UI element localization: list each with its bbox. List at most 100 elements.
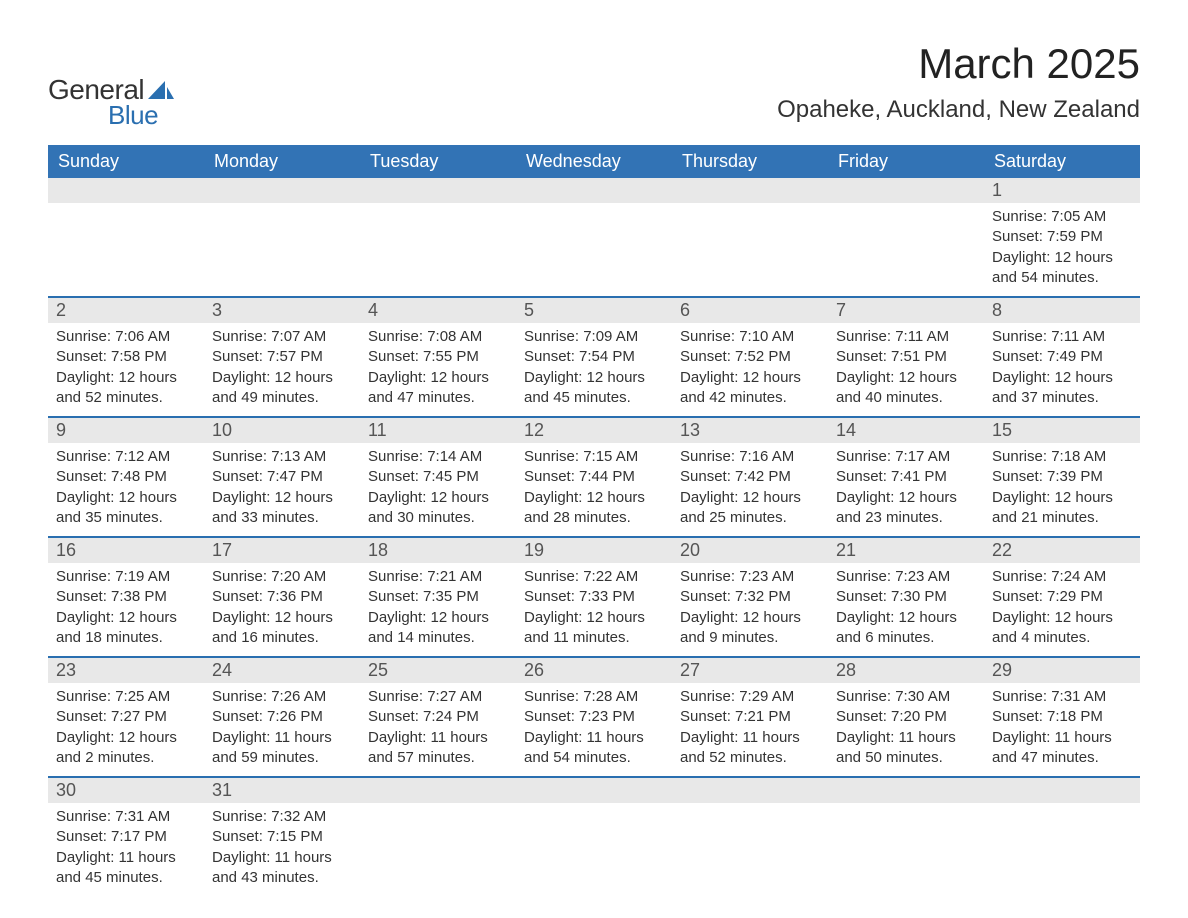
day-cell: 17Sunrise: 7:20 AMSunset: 7:36 PMDayligh… — [204, 537, 360, 657]
empty-day-body — [204, 203, 360, 289]
day-cell — [828, 777, 984, 896]
weekday-header: Tuesday — [360, 145, 516, 178]
empty-day-body — [672, 803, 828, 815]
day-number: 8 — [984, 298, 1140, 323]
daylight-text: and 45 minutes. — [524, 388, 664, 408]
sunset-text: Sunset: 7:36 PM — [212, 587, 352, 607]
daylight-text: and 30 minutes. — [368, 508, 508, 528]
day-body: Sunrise: 7:18 AMSunset: 7:39 PMDaylight:… — [984, 443, 1140, 536]
empty-day — [828, 778, 984, 803]
daylight-text: and 54 minutes. — [524, 748, 664, 768]
sunset-text: Sunset: 7:45 PM — [368, 467, 508, 487]
day-cell: 1Sunrise: 7:05 AMSunset: 7:59 PMDaylight… — [984, 178, 1140, 297]
day-cell: 16Sunrise: 7:19 AMSunset: 7:38 PMDayligh… — [48, 537, 204, 657]
daylight-text: Daylight: 12 hours — [836, 608, 976, 628]
week-row: 9Sunrise: 7:12 AMSunset: 7:48 PMDaylight… — [48, 417, 1140, 537]
daylight-text: Daylight: 12 hours — [368, 608, 508, 628]
empty-day — [672, 778, 828, 803]
day-cell — [516, 178, 672, 297]
daylight-text: Daylight: 12 hours — [836, 488, 976, 508]
day-cell: 15Sunrise: 7:18 AMSunset: 7:39 PMDayligh… — [984, 417, 1140, 537]
day-number: 5 — [516, 298, 672, 323]
empty-day-body — [360, 803, 516, 815]
sunrise-text: Sunrise: 7:06 AM — [56, 327, 196, 347]
empty-day — [360, 778, 516, 803]
sunset-text: Sunset: 7:33 PM — [524, 587, 664, 607]
day-number: 21 — [828, 538, 984, 563]
day-cell — [672, 178, 828, 297]
day-body: Sunrise: 7:23 AMSunset: 7:32 PMDaylight:… — [672, 563, 828, 656]
day-cell: 8Sunrise: 7:11 AMSunset: 7:49 PMDaylight… — [984, 297, 1140, 417]
empty-day — [48, 178, 204, 203]
daylight-text: and 57 minutes. — [368, 748, 508, 768]
day-cell: 26Sunrise: 7:28 AMSunset: 7:23 PMDayligh… — [516, 657, 672, 777]
empty-day — [516, 778, 672, 803]
day-body: Sunrise: 7:14 AMSunset: 7:45 PMDaylight:… — [360, 443, 516, 536]
sunrise-text: Sunrise: 7:30 AM — [836, 687, 976, 707]
daylight-text: Daylight: 12 hours — [836, 368, 976, 388]
daylight-text: and 54 minutes. — [992, 268, 1132, 288]
day-number: 26 — [516, 658, 672, 683]
sunset-text: Sunset: 7:54 PM — [524, 347, 664, 367]
day-body: Sunrise: 7:06 AMSunset: 7:58 PMDaylight:… — [48, 323, 204, 416]
day-cell: 12Sunrise: 7:15 AMSunset: 7:44 PMDayligh… — [516, 417, 672, 537]
day-body: Sunrise: 7:22 AMSunset: 7:33 PMDaylight:… — [516, 563, 672, 656]
day-number: 6 — [672, 298, 828, 323]
daylight-text: Daylight: 12 hours — [56, 608, 196, 628]
day-body: Sunrise: 7:32 AMSunset: 7:15 PMDaylight:… — [204, 803, 360, 896]
daylight-text: Daylight: 11 hours — [836, 728, 976, 748]
day-body: Sunrise: 7:05 AMSunset: 7:59 PMDaylight:… — [984, 203, 1140, 296]
daylight-text: and 25 minutes. — [680, 508, 820, 528]
sunset-text: Sunset: 7:15 PM — [212, 827, 352, 847]
day-cell — [984, 777, 1140, 896]
sunset-text: Sunset: 7:48 PM — [56, 467, 196, 487]
day-cell: 21Sunrise: 7:23 AMSunset: 7:30 PMDayligh… — [828, 537, 984, 657]
day-body: Sunrise: 7:31 AMSunset: 7:17 PMDaylight:… — [48, 803, 204, 896]
day-number: 27 — [672, 658, 828, 683]
daylight-text: Daylight: 12 hours — [524, 368, 664, 388]
daylight-text: and 52 minutes. — [56, 388, 196, 408]
day-cell: 29Sunrise: 7:31 AMSunset: 7:18 PMDayligh… — [984, 657, 1140, 777]
empty-day — [360, 178, 516, 203]
sunrise-text: Sunrise: 7:05 AM — [992, 207, 1132, 227]
day-number: 31 — [204, 778, 360, 803]
day-body: Sunrise: 7:11 AMSunset: 7:49 PMDaylight:… — [984, 323, 1140, 416]
day-body: Sunrise: 7:10 AMSunset: 7:52 PMDaylight:… — [672, 323, 828, 416]
daylight-text: Daylight: 12 hours — [524, 488, 664, 508]
sunset-text: Sunset: 7:42 PM — [680, 467, 820, 487]
daylight-text: Daylight: 12 hours — [212, 488, 352, 508]
daylight-text: Daylight: 12 hours — [680, 368, 820, 388]
location: Opaheke, Auckland, New Zealand — [777, 96, 1140, 124]
sunrise-text: Sunrise: 7:26 AM — [212, 687, 352, 707]
day-cell: 6Sunrise: 7:10 AMSunset: 7:52 PMDaylight… — [672, 297, 828, 417]
weekday-header: Friday — [828, 145, 984, 178]
daylight-text: Daylight: 12 hours — [992, 488, 1132, 508]
daylight-text: and 2 minutes. — [56, 748, 196, 768]
weekday-header: Sunday — [48, 145, 204, 178]
day-body: Sunrise: 7:25 AMSunset: 7:27 PMDaylight:… — [48, 683, 204, 776]
daylight-text: and 52 minutes. — [680, 748, 820, 768]
day-body: Sunrise: 7:27 AMSunset: 7:24 PMDaylight:… — [360, 683, 516, 776]
daylight-text: and 37 minutes. — [992, 388, 1132, 408]
sunrise-text: Sunrise: 7:20 AM — [212, 567, 352, 587]
day-number: 29 — [984, 658, 1140, 683]
day-body: Sunrise: 7:13 AMSunset: 7:47 PMDaylight:… — [204, 443, 360, 536]
logo-sail-icon — [148, 81, 174, 99]
day-cell: 20Sunrise: 7:23 AMSunset: 7:32 PMDayligh… — [672, 537, 828, 657]
day-cell: 3Sunrise: 7:07 AMSunset: 7:57 PMDaylight… — [204, 297, 360, 417]
week-row: 16Sunrise: 7:19 AMSunset: 7:38 PMDayligh… — [48, 537, 1140, 657]
day-number: 3 — [204, 298, 360, 323]
day-number: 28 — [828, 658, 984, 683]
daylight-text: Daylight: 12 hours — [524, 608, 664, 628]
day-body: Sunrise: 7:11 AMSunset: 7:51 PMDaylight:… — [828, 323, 984, 416]
day-cell: 2Sunrise: 7:06 AMSunset: 7:58 PMDaylight… — [48, 297, 204, 417]
day-cell: 13Sunrise: 7:16 AMSunset: 7:42 PMDayligh… — [672, 417, 828, 537]
daylight-text: Daylight: 11 hours — [368, 728, 508, 748]
sunset-text: Sunset: 7:58 PM — [56, 347, 196, 367]
daylight-text: Daylight: 11 hours — [524, 728, 664, 748]
daylight-text: and 18 minutes. — [56, 628, 196, 648]
day-cell: 9Sunrise: 7:12 AMSunset: 7:48 PMDaylight… — [48, 417, 204, 537]
weekday-header: Wednesday — [516, 145, 672, 178]
day-number: 1 — [984, 178, 1140, 203]
empty-day — [204, 178, 360, 203]
